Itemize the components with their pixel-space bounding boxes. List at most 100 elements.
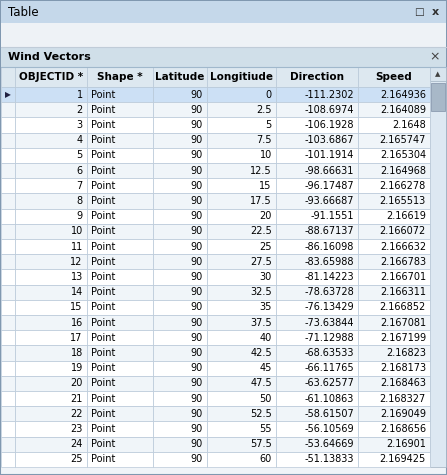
Text: □: □ — [414, 7, 424, 17]
Text: 18: 18 — [71, 348, 83, 358]
Bar — [207, 163, 276, 178]
Text: Point: Point — [91, 105, 115, 115]
Bar — [15, 391, 87, 406]
Bar — [87, 376, 153, 391]
Bar — [207, 193, 276, 209]
Text: 2.16823: 2.16823 — [386, 348, 426, 358]
Text: Point: Point — [91, 287, 115, 297]
Text: -56.10569: -56.10569 — [304, 424, 354, 434]
Bar — [276, 67, 358, 87]
Bar — [1, 224, 15, 239]
Text: 90: 90 — [190, 303, 202, 313]
Text: 90: 90 — [190, 409, 202, 419]
Bar — [207, 117, 276, 133]
Text: 42.5: 42.5 — [250, 348, 272, 358]
Bar — [87, 239, 153, 254]
Text: 12.5: 12.5 — [250, 166, 272, 176]
Text: 6: 6 — [77, 166, 83, 176]
Text: 10: 10 — [71, 227, 83, 237]
Text: 16: 16 — [71, 318, 83, 328]
Bar — [15, 163, 87, 178]
Text: 20: 20 — [71, 379, 83, 389]
Text: -66.11765: -66.11765 — [304, 363, 354, 373]
Text: 19: 19 — [71, 363, 83, 373]
Text: ▶: ▶ — [5, 90, 11, 99]
Bar — [15, 452, 87, 467]
Bar — [87, 163, 153, 178]
Bar — [358, 391, 430, 406]
Bar — [358, 315, 430, 330]
Bar — [87, 345, 153, 361]
Bar — [1, 437, 15, 452]
Bar — [153, 239, 207, 254]
Text: -96.17487: -96.17487 — [304, 181, 354, 191]
Bar — [153, 269, 207, 285]
Text: 90: 90 — [190, 439, 202, 449]
Bar — [276, 133, 358, 148]
Text: 90: 90 — [190, 211, 202, 221]
Text: -108.6974: -108.6974 — [305, 105, 354, 115]
Bar — [358, 193, 430, 209]
Bar — [276, 345, 358, 361]
Bar — [153, 406, 207, 421]
Text: 2.168173: 2.168173 — [380, 363, 426, 373]
Bar — [276, 254, 358, 269]
Bar — [207, 148, 276, 163]
Text: 9: 9 — [77, 211, 83, 221]
Bar — [1, 47, 446, 67]
Bar — [207, 391, 276, 406]
Text: 2.166701: 2.166701 — [380, 272, 426, 282]
Bar — [1, 1, 446, 23]
Bar — [1, 269, 15, 285]
Text: 40: 40 — [259, 333, 272, 343]
Bar — [358, 330, 430, 345]
Bar — [1, 163, 15, 178]
Text: -53.64669: -53.64669 — [305, 439, 354, 449]
Text: 2.165304: 2.165304 — [380, 151, 426, 161]
Text: 24: 24 — [71, 439, 83, 449]
Bar — [15, 102, 87, 117]
Text: Direction: Direction — [290, 72, 344, 82]
Text: -103.6867: -103.6867 — [305, 135, 354, 145]
Bar — [87, 254, 153, 269]
Text: 5: 5 — [76, 151, 83, 161]
Bar — [276, 239, 358, 254]
Bar — [207, 361, 276, 376]
Bar — [153, 421, 207, 437]
Text: 47.5: 47.5 — [250, 379, 272, 389]
Text: Point: Point — [91, 379, 115, 389]
Text: 2.164089: 2.164089 — [380, 105, 426, 115]
Bar — [276, 269, 358, 285]
Bar — [207, 437, 276, 452]
Text: 35: 35 — [259, 303, 272, 313]
Bar — [358, 102, 430, 117]
Text: -51.13833: -51.13833 — [305, 455, 354, 465]
Bar — [87, 437, 153, 452]
Text: 23: 23 — [71, 424, 83, 434]
Text: Point: Point — [91, 455, 115, 465]
Text: 90: 90 — [190, 333, 202, 343]
Bar — [15, 406, 87, 421]
Text: 52.5: 52.5 — [250, 409, 272, 419]
Bar — [358, 209, 430, 224]
Bar — [15, 285, 87, 300]
Text: 90: 90 — [190, 379, 202, 389]
Text: Longitiude: Longitiude — [210, 72, 273, 82]
Text: 90: 90 — [190, 257, 202, 267]
Text: 3: 3 — [77, 120, 83, 130]
Bar — [87, 361, 153, 376]
Bar — [207, 330, 276, 345]
Text: -78.63728: -78.63728 — [304, 287, 354, 297]
Text: 2.164936: 2.164936 — [380, 90, 426, 100]
Text: 17.5: 17.5 — [250, 196, 272, 206]
Text: Table: Table — [8, 6, 38, 19]
Bar — [1, 23, 446, 47]
Bar — [87, 133, 153, 148]
Bar — [153, 345, 207, 361]
Bar — [87, 330, 153, 345]
Text: Point: Point — [91, 318, 115, 328]
Bar — [276, 117, 358, 133]
Text: 12: 12 — [71, 257, 83, 267]
Bar — [207, 239, 276, 254]
Bar — [358, 406, 430, 421]
